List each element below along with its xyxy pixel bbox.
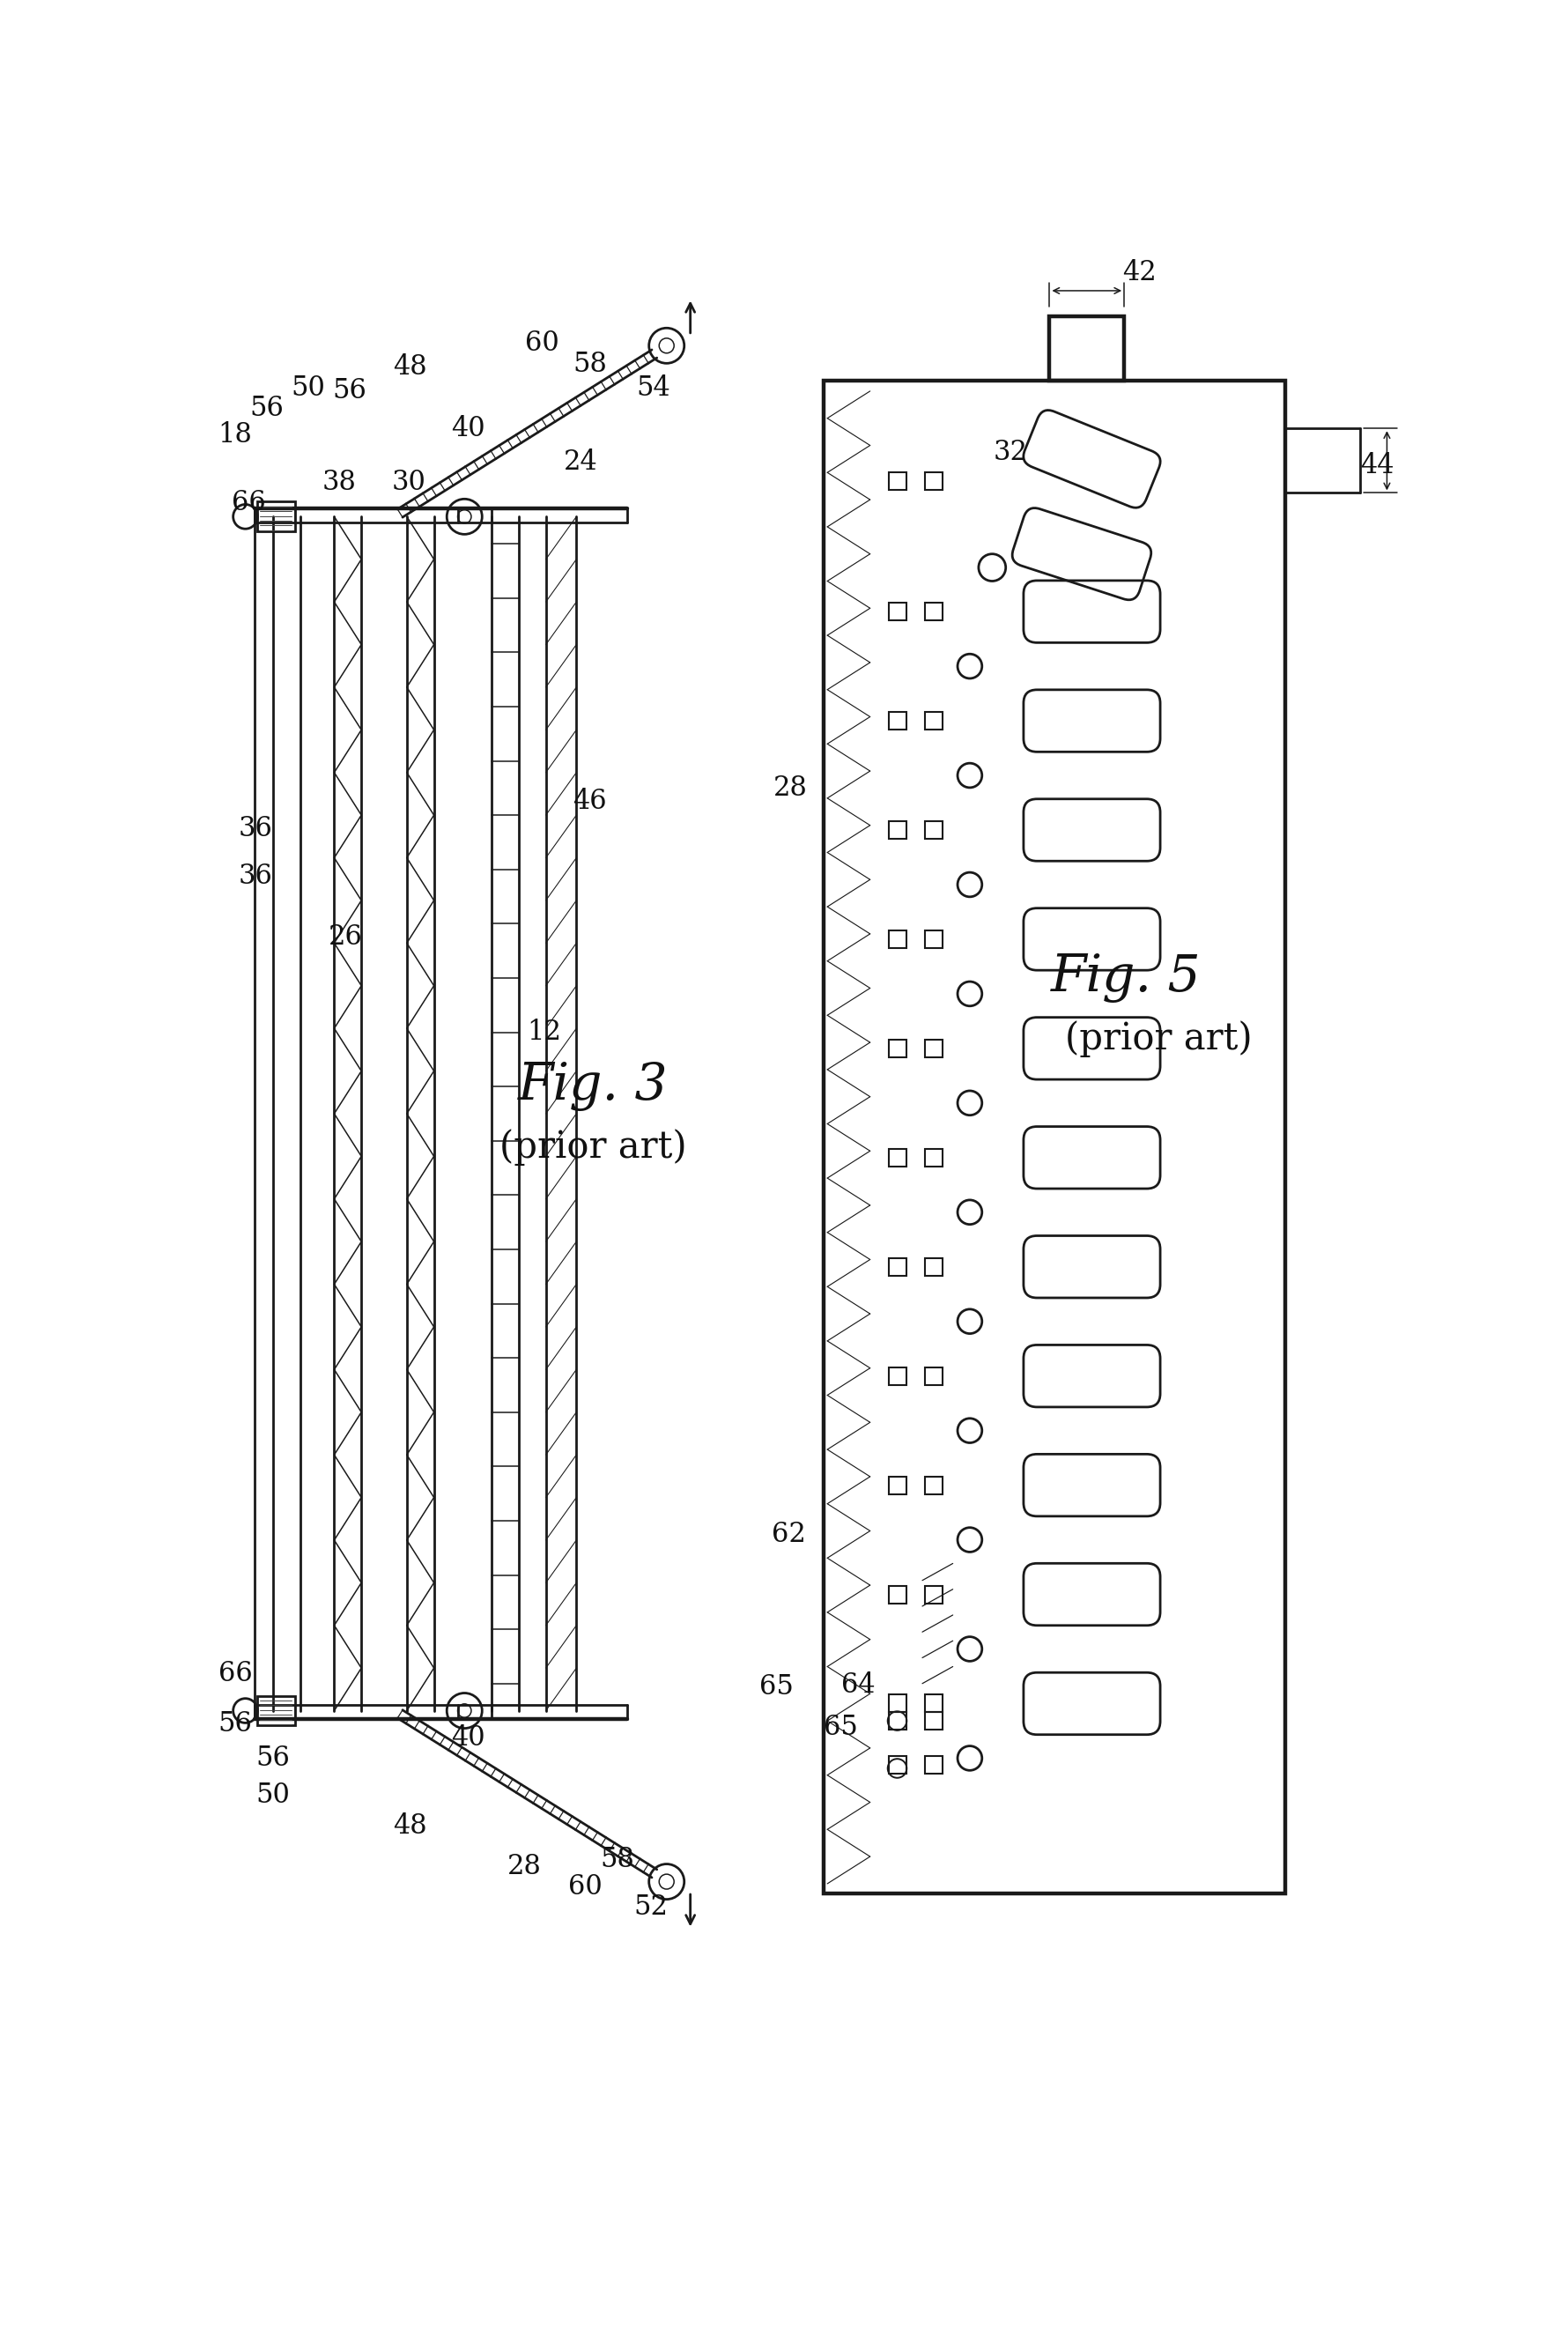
Text: 38: 38 — [321, 470, 356, 496]
Text: 54: 54 — [637, 373, 670, 402]
Bar — [257, 1696, 295, 1727]
Text: 58: 58 — [572, 350, 607, 378]
Text: 56: 56 — [218, 1710, 252, 1738]
Text: 12: 12 — [527, 1019, 561, 1045]
Text: 62: 62 — [771, 1520, 806, 1548]
Text: (prior art): (prior art) — [1065, 1019, 1251, 1057]
Bar — [1049, 317, 1124, 381]
Bar — [889, 712, 906, 731]
Text: 28: 28 — [506, 1853, 541, 1882]
Bar — [925, 930, 942, 949]
Text: 56: 56 — [332, 378, 367, 404]
Bar — [925, 604, 942, 620]
Bar — [925, 1586, 942, 1604]
Text: 66: 66 — [232, 489, 267, 517]
Text: 24: 24 — [564, 449, 597, 477]
Bar — [889, 1149, 906, 1167]
Bar — [889, 472, 906, 491]
Text: (prior art): (prior art) — [500, 1130, 687, 1165]
Text: 46: 46 — [572, 787, 607, 815]
Text: Fig. 3: Fig. 3 — [517, 1062, 668, 1111]
Bar — [925, 1259, 942, 1276]
Text: 50: 50 — [256, 1783, 290, 1809]
Text: 18: 18 — [218, 420, 252, 449]
Text: 56: 56 — [256, 1745, 290, 1771]
Text: 66: 66 — [218, 1661, 252, 1687]
Bar — [889, 1757, 906, 1773]
Text: 60: 60 — [525, 329, 560, 357]
Bar — [889, 1041, 906, 1057]
Text: 60: 60 — [568, 1875, 602, 1900]
Text: 50: 50 — [292, 373, 326, 402]
Bar — [889, 1694, 906, 1712]
Bar — [925, 1712, 942, 1729]
Text: 58: 58 — [601, 1846, 633, 1875]
Text: 65: 65 — [823, 1715, 858, 1741]
Bar — [925, 472, 942, 491]
Text: 56: 56 — [249, 395, 284, 423]
Bar — [889, 1259, 906, 1276]
Bar — [889, 822, 906, 839]
Text: 28: 28 — [773, 775, 808, 801]
Text: 64: 64 — [840, 1670, 875, 1698]
Bar — [889, 930, 906, 949]
Bar — [889, 604, 906, 620]
Text: 40: 40 — [452, 1724, 485, 1752]
Text: 44: 44 — [1359, 451, 1394, 479]
Text: 65: 65 — [759, 1672, 793, 1701]
Bar — [257, 503, 295, 531]
Bar — [889, 1586, 906, 1604]
Text: 36: 36 — [238, 862, 273, 890]
Text: 48: 48 — [394, 355, 426, 381]
Bar — [925, 1757, 942, 1773]
Text: 26: 26 — [329, 923, 362, 951]
Text: 40: 40 — [452, 416, 485, 442]
Text: 42: 42 — [1123, 258, 1157, 287]
Text: 36: 36 — [238, 815, 273, 843]
Bar — [925, 822, 942, 839]
Bar — [889, 1367, 906, 1386]
Text: 48: 48 — [394, 1813, 426, 1839]
Text: 30: 30 — [392, 470, 426, 496]
Bar — [925, 1041, 942, 1057]
Bar — [823, 381, 1286, 1893]
Text: 52: 52 — [633, 1893, 668, 1921]
Bar — [925, 1694, 942, 1712]
Bar — [889, 1478, 906, 1494]
Bar — [889, 1712, 906, 1729]
Text: 32: 32 — [993, 439, 1027, 465]
Bar — [925, 1478, 942, 1494]
Bar — [925, 1367, 942, 1386]
Bar — [925, 712, 942, 731]
Text: Fig. 5: Fig. 5 — [1051, 954, 1201, 1003]
Bar — [925, 1149, 942, 1167]
